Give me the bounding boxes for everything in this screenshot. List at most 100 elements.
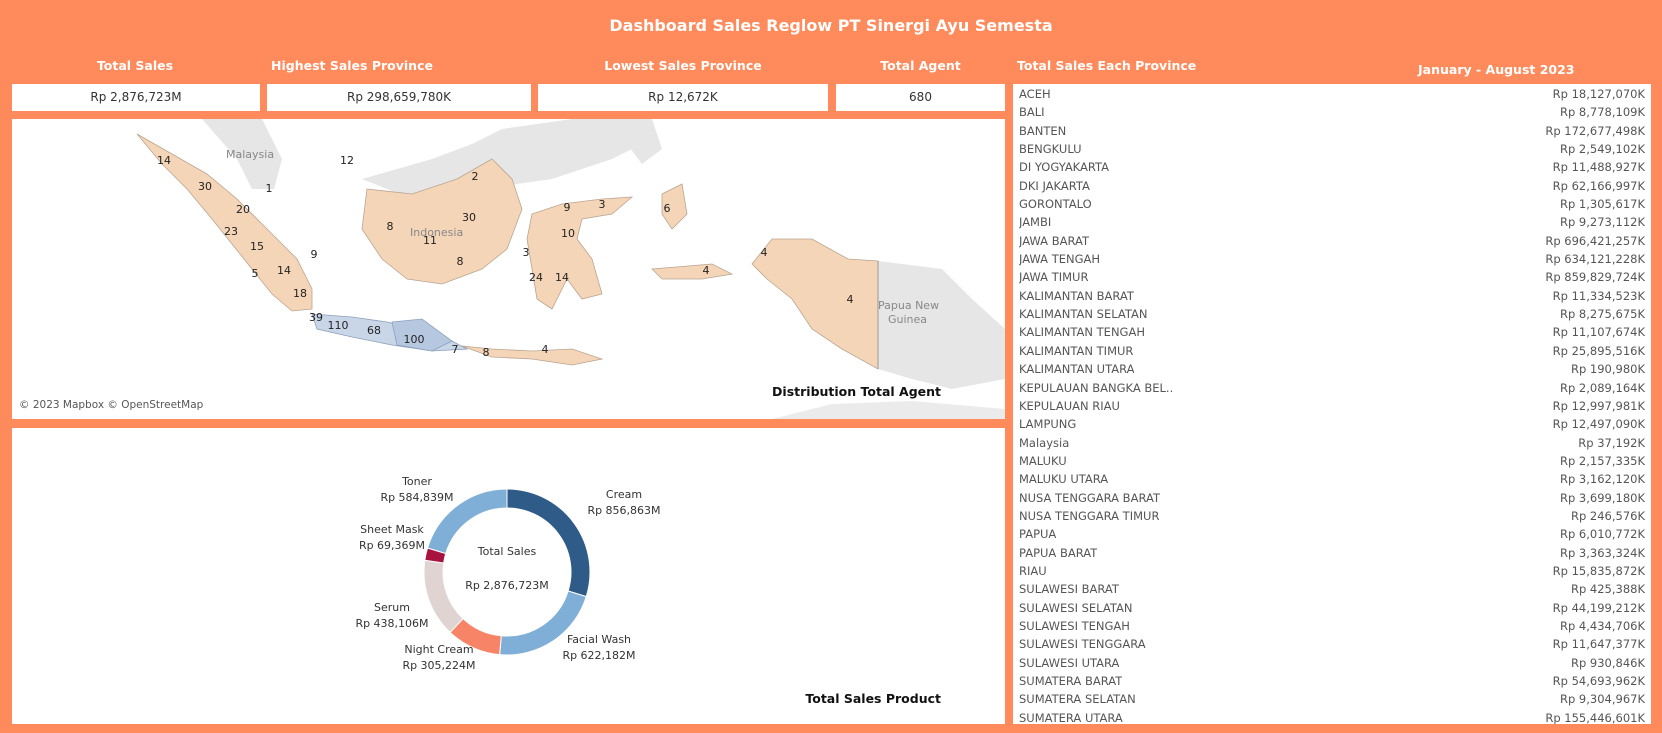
table-row[interactable]: KALIMANTAN TENGAH Rp 11,107,674K xyxy=(1013,323,1651,341)
table-row[interactable]: MALUKU Rp 2,157,335K xyxy=(1013,452,1651,470)
donut-center-title: Total Sales xyxy=(477,545,537,558)
table-row[interactable]: BALI Rp 8,778,109K xyxy=(1013,103,1651,121)
table-row[interactable]: KEPULAUAN RIAU Rp 12,997,981K xyxy=(1013,397,1651,415)
table-row[interactable]: GORONTALO Rp 1,305,617K xyxy=(1013,195,1651,213)
table-row[interactable]: NUSA TENGGARA BARAT Rp 3,699,180K xyxy=(1013,489,1651,507)
province-name: SULAWESI SELATAN xyxy=(1019,600,1133,615)
province-name: JAWA TENGAH xyxy=(1019,252,1101,267)
table-row[interactable]: SULAWESI BARAT Rp 425,388K xyxy=(1013,580,1651,598)
table-row[interactable]: KEPULAUAN BANGKA BEL.. Rp 2,089,164K xyxy=(1013,379,1651,397)
province-sales-value: Rp 11,334,523K xyxy=(1552,288,1645,303)
map-agent-count: 14 xyxy=(157,154,171,167)
table-row[interactable]: MALUKU UTARA Rp 3,162,120K xyxy=(1013,470,1651,488)
province-sales-value: Rp 190,980K xyxy=(1570,362,1645,377)
province-sales-value: Rp 2,089,164K xyxy=(1559,380,1645,395)
lowest-sales-label: Lowest Sales Province xyxy=(604,58,762,73)
table-row[interactable]: KALIMANTAN UTARA Rp 190,980K xyxy=(1013,360,1651,378)
table-row[interactable]: SUMATERA UTARA Rp 155,446,601K xyxy=(1013,709,1651,724)
donut-value-label: Rp 69,369M xyxy=(359,539,425,552)
table-row[interactable]: SULAWESI UTARA Rp 930,846K xyxy=(1013,654,1651,672)
borneo-north-landmass xyxy=(362,119,652,199)
map-agent-count: 9 xyxy=(311,248,318,261)
lowest-sales-value: Rp 12,672K xyxy=(538,84,828,111)
agent-distribution-map[interactable]: 14 30 20 23 15 5 14 18 1 12 9 8 11 30 2 8 39 110 68 100 7 8 4 3… xyxy=(12,119,1005,419)
province-sales-value: Rp 11,488,927K xyxy=(1552,160,1645,175)
table-row[interactable]: ACEH Rp 18,127,070K xyxy=(1013,85,1651,103)
table-row[interactable]: PAPUA Rp 6,010,772K xyxy=(1013,525,1651,543)
table-row[interactable]: KALIMANTAN TIMUR Rp 25,895,516K xyxy=(1013,342,1651,360)
table-row[interactable]: SUMATERA BARAT Rp 54,693,962K xyxy=(1013,672,1651,690)
province-sales-value: Rp 172,677,498K xyxy=(1545,123,1645,138)
map-agent-count: 8 xyxy=(483,346,490,359)
map-agent-count: 30 xyxy=(198,180,212,193)
papua-island xyxy=(751,238,879,370)
table-row[interactable]: JAWA BARAT Rp 696,421,257K xyxy=(1013,232,1651,250)
sulawesi-island xyxy=(526,196,634,310)
table-row[interactable]: JAWA TIMUR Rp 859,829,724K xyxy=(1013,268,1651,286)
table-row[interactable]: KALIMANTAN BARAT Rp 11,334,523K xyxy=(1013,287,1651,305)
province-sales-value: Rp 696,421,257K xyxy=(1545,233,1645,248)
table-row[interactable]: RIAU Rp 15,835,872K xyxy=(1013,562,1651,580)
province-name: Malaysia xyxy=(1019,435,1070,450)
province-list-header: Total Sales Each Province xyxy=(1017,58,1197,73)
table-row[interactable]: PAPUA BARAT Rp 3,363,324K xyxy=(1013,544,1651,562)
map-agent-count: 8 xyxy=(387,220,394,233)
province-sales-value: Rp 2,157,335K xyxy=(1559,453,1645,468)
table-row[interactable]: LAMPUNG Rp 12,497,090K xyxy=(1013,415,1651,433)
highest-sales-label: Highest Sales Province xyxy=(271,58,433,73)
province-sales-value: Rp 37,192K xyxy=(1578,435,1645,450)
province-name: SULAWESI TENGAH xyxy=(1019,618,1130,633)
province-name: DKI JAKARTA xyxy=(1019,178,1090,193)
province-sales-value: Rp 3,363,324K xyxy=(1559,545,1645,560)
table-row[interactable]: BANTEN Rp 172,677,498K xyxy=(1013,122,1651,140)
country-label-png-1: Papua New xyxy=(878,299,939,312)
table-row[interactable]: JAWA TENGAH Rp 634,121,228K xyxy=(1013,250,1651,268)
map-agent-count: 12 xyxy=(340,154,354,167)
donut-slice-toner[interactable] xyxy=(426,488,508,555)
table-row[interactable]: JAMBI Rp 9,273,112K xyxy=(1013,213,1651,231)
map-agent-count: 18 xyxy=(293,287,307,300)
table-row[interactable]: SULAWESI SELATAN Rp 44,199,212K xyxy=(1013,599,1651,617)
map-agent-count: 4 xyxy=(542,343,549,356)
donut-category-label: Toner xyxy=(401,475,432,488)
province-sales-value: Rp 62,166,997K xyxy=(1552,178,1645,193)
halmahera-island xyxy=(661,183,688,230)
donut-center-value: Rp 2,876,723M xyxy=(465,579,549,592)
map-agent-count: 39 xyxy=(309,311,323,324)
province-name: LAMPUNG xyxy=(1019,417,1077,432)
map-caption: Distribution Total Agent xyxy=(772,384,941,399)
map-agent-count: 20 xyxy=(236,203,250,216)
province-sales-value: Rp 11,647,377K xyxy=(1552,637,1645,652)
map-agent-count: 14 xyxy=(277,264,291,277)
province-name: JAMBI xyxy=(1019,215,1052,230)
total-sales-label: Total Sales xyxy=(96,58,174,73)
province-sales-table[interactable]: ACEH Rp 18,127,070K BALI Rp 8,778,109K BANTE… xyxy=(1013,84,1651,724)
maluku-islands xyxy=(651,263,734,280)
province-sales-value: Rp 425,388K xyxy=(1570,582,1645,597)
map-agent-count: 8 xyxy=(457,255,464,268)
province-sales-value: Rp 12,497,090K xyxy=(1552,417,1645,432)
table-row[interactable]: SULAWESI TENGAH Rp 4,434,706K xyxy=(1013,617,1651,635)
country-label-png-2: Guinea xyxy=(888,313,927,326)
table-row[interactable]: SULAWESI TENGGARA Rp 11,647,377K xyxy=(1013,635,1651,653)
table-row[interactable]: KALIMANTAN SELATAN Rp 8,275,675K xyxy=(1013,305,1651,323)
table-row[interactable]: BENGKULU Rp 2,549,102K xyxy=(1013,140,1651,158)
total-agent-label: Total Agent xyxy=(880,58,961,73)
province-sales-value: Rp 9,304,967K xyxy=(1559,692,1645,707)
province-name: BENGKULU xyxy=(1019,142,1082,157)
table-row[interactable]: DI YOGYAKARTA Rp 11,488,927K xyxy=(1013,158,1651,176)
province-sales-value: Rp 9,273,112K xyxy=(1559,215,1645,230)
map-agent-count: 68 xyxy=(367,324,381,337)
malaysia-landmass xyxy=(202,119,282,189)
table-row[interactable]: Malaysia Rp 37,192K xyxy=(1013,434,1651,452)
donut-chart: Cream Rp 856,863M Facial Wash Rp 622,182M Ni… xyxy=(355,475,660,672)
donut-value-label: Rp 438,106M xyxy=(355,617,428,630)
province-name: KALIMANTAN UTARA xyxy=(1019,362,1135,377)
map-copyright[interactable]: © 2023 Mapbox © OpenStreetMap xyxy=(19,399,204,411)
table-row[interactable]: SUMATERA SELATAN Rp 9,304,967K xyxy=(1013,690,1651,708)
donut-category-label: Night Cream xyxy=(404,643,473,656)
donut-slice-serum[interactable] xyxy=(423,559,464,634)
table-row[interactable]: DKI JAKARTA Rp 62,166,997K xyxy=(1013,177,1651,195)
table-row[interactable]: NUSA TENGGARA TIMUR Rp 246,576K xyxy=(1013,507,1651,525)
province-name: SULAWESI TENGGARA xyxy=(1019,637,1146,652)
